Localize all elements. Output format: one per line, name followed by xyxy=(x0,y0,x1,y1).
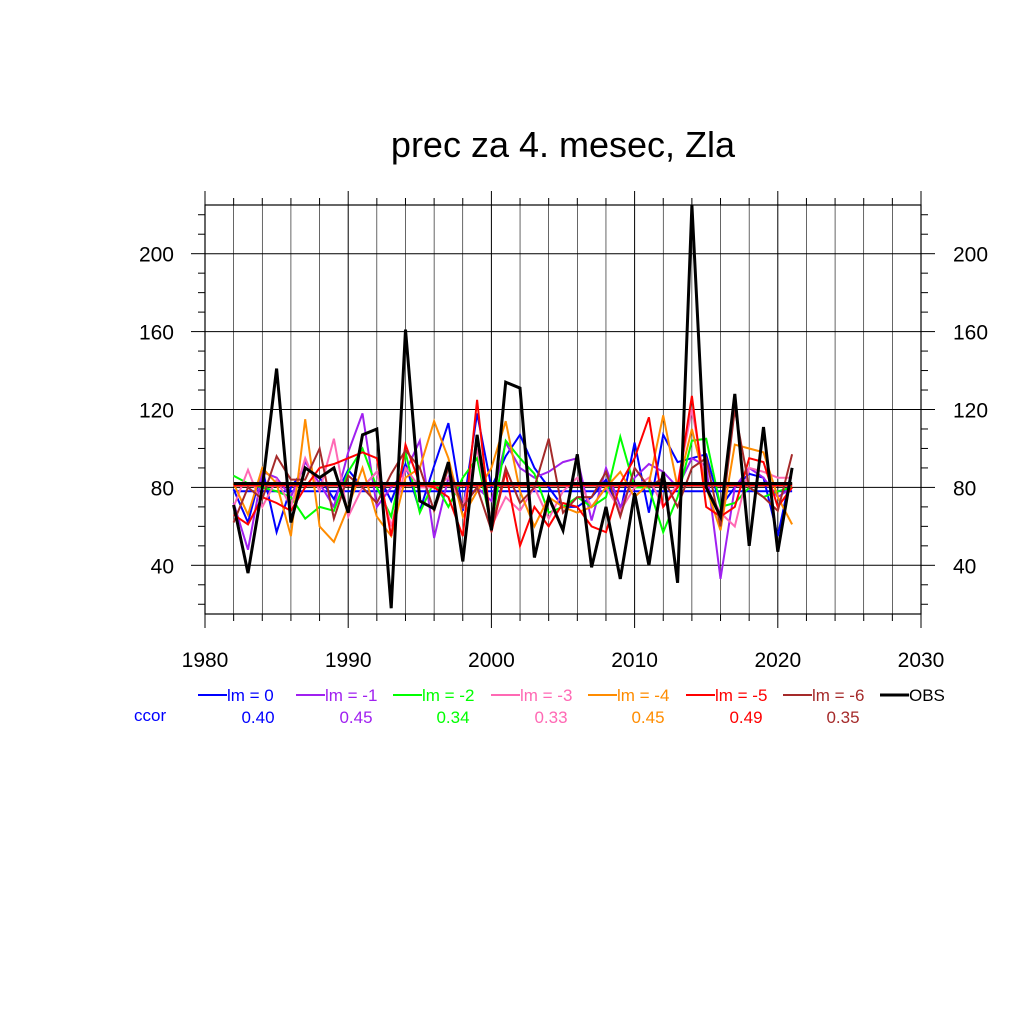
legend-label: lm = -3 xyxy=(520,686,572,705)
x-tick-label: 2030 xyxy=(898,649,945,672)
ccor-value: 0.33 xyxy=(534,708,567,727)
x-tick-label: 1990 xyxy=(325,649,372,672)
ccor-value: 0.35 xyxy=(826,708,859,727)
legend-label: lm = -2 xyxy=(422,686,474,705)
y-tick-label-left: 40 xyxy=(151,555,174,578)
ccor-value: 0.49 xyxy=(729,708,762,727)
grid xyxy=(205,205,921,614)
series-line-lm-5 xyxy=(233,395,793,550)
ccor-value: 0.34 xyxy=(436,708,469,727)
x-tick-label: 2000 xyxy=(468,649,515,672)
x-tick-label: 1980 xyxy=(182,649,229,672)
x-tick-label: 2020 xyxy=(754,649,801,672)
ccor-value: 0.45 xyxy=(339,708,372,727)
legend-label: lm = -6 xyxy=(812,686,864,705)
y-tick-label-right: 80 xyxy=(953,477,976,500)
legend-label: OBS xyxy=(909,686,945,705)
y-tick-label-right: 160 xyxy=(953,322,988,345)
y-tick-label-left: 120 xyxy=(139,400,174,423)
y-tick-label-left: 160 xyxy=(139,322,174,345)
series-line-lm-2 xyxy=(233,432,793,536)
series-lines xyxy=(232,204,794,609)
x-tick-label: 2010 xyxy=(611,649,658,672)
legend-label: lm = -4 xyxy=(617,686,669,705)
y-tick-label-left: 80 xyxy=(151,477,174,500)
legend-label: lm = -1 xyxy=(325,686,377,705)
y-tick-label-right: 200 xyxy=(953,244,988,267)
legend: lm = 0 0.40 lm = -1 0.45 lm = -2 0.34 lm = -3 0… xyxy=(134,686,945,727)
y-tick-label-left: 200 xyxy=(139,244,174,267)
y-tick-label-right: 120 xyxy=(953,400,988,423)
legend-label: lm = -5 xyxy=(715,686,767,705)
series-line-obs xyxy=(232,204,794,609)
axes: 1980 1990 2000 2010 2020 2030 40 40 80 80 120 120 16… xyxy=(139,191,988,672)
ccor-value: 0.45 xyxy=(631,708,664,727)
y-tick-label-right: 40 xyxy=(953,555,976,578)
legend-label: lm = 0 xyxy=(227,686,274,705)
ccor-value: 0.40 xyxy=(241,708,274,727)
ccor-label: ccor xyxy=(134,706,166,725)
chart-title: prec za 4. mesec, Zla xyxy=(391,124,736,165)
